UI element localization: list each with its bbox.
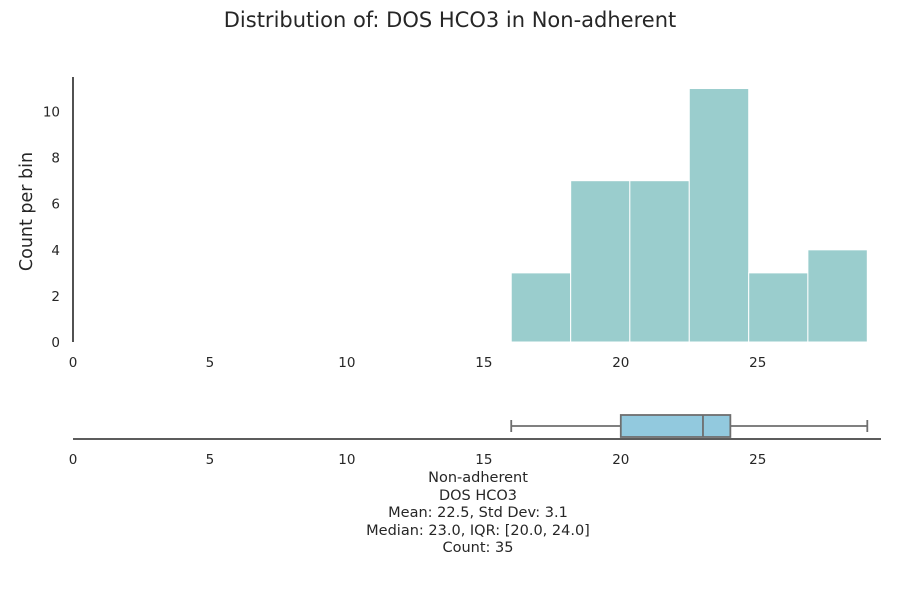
boxplot-x-tick-label-5: 25 [749,452,766,468]
boxplot: 0 5 10 15 20 25 [69,414,881,468]
boxplot-x-tick-label-3: 15 [475,452,492,468]
histogram-bar-4 [748,272,809,343]
boxplot-x-tick-label-4: 20 [612,452,629,468]
histogram-x-tick-label-5: 25 [749,355,766,371]
boxplot-x-tick-label-1: 5 [206,452,215,468]
histogram-y-tick-label-1: 2 [51,289,60,305]
boxplot-x-tick-label-2: 10 [338,452,355,468]
histogram: 0 2 4 6 8 10 0 5 10 15 20 25 Count per bin [17,77,868,371]
histogram-x-tick-label-4: 20 [612,355,629,371]
stats-variable: DOS HCO3 [438,487,518,504]
histogram-bar-3 [688,88,750,343]
histogram-y-tick-label-2: 4 [51,243,60,259]
histogram-y-tick-label-5: 10 [43,105,60,121]
histogram-y-tick-label-0: 0 [51,335,60,351]
histogram-bar-5 [807,249,868,343]
histogram-x-tick-label-0: 0 [69,355,78,371]
summary-stats: Non-adherent DOS HCO3 Mean: 22.5, Std De… [328,470,628,558]
histogram-bar-0 [510,272,572,343]
histogram-bar-1 [570,180,631,343]
chart-title: Distribution of: DOS HCO3 in Non-adheren… [223,8,677,32]
boxplot-box [619,414,732,438]
histogram-y-tick-label-3: 6 [51,197,60,213]
histogram-y-axis-label: Count per bin [17,152,37,271]
histogram-y-tick-label-4: 8 [51,151,60,167]
stats-mean-sd: Mean: 22.5, Std Dev: 3.1 [388,505,568,522]
stats-count: Count: 35 [442,540,514,557]
stats-group: Non-adherent [428,470,528,486]
boxplot-x-tick-label-0: 0 [69,452,78,468]
stats-median-iqr: Median: 23.0, IQR: [20.0, 24.0] [366,522,590,539]
histogram-x-tick-label-2: 10 [338,355,355,371]
histogram-x-tick-label-3: 15 [475,355,492,371]
histogram-bar-2 [629,180,690,343]
histogram-x-tick-label-1: 5 [206,355,215,371]
